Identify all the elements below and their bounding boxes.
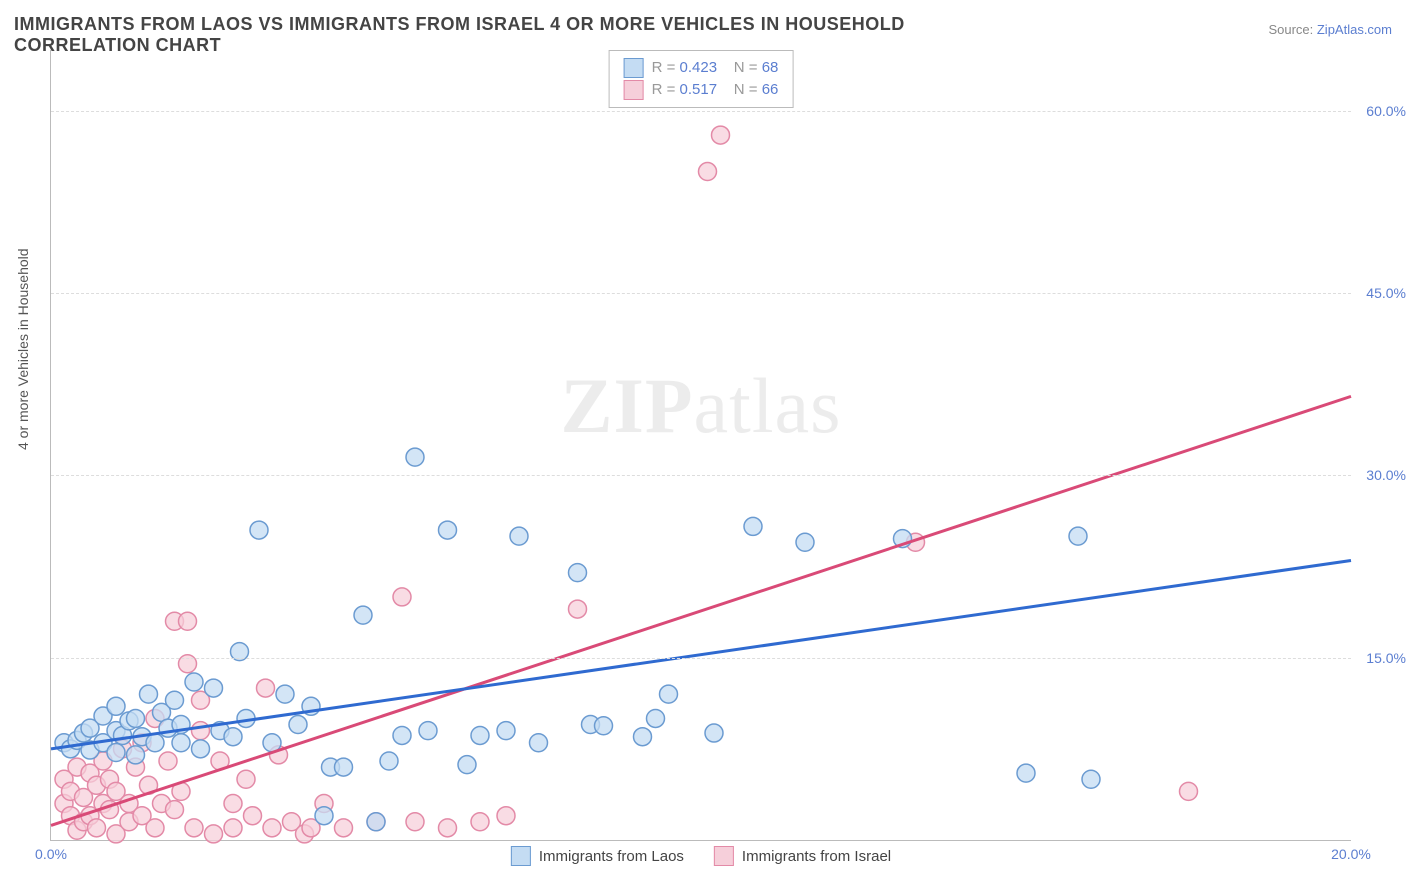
scatter-point bbox=[335, 819, 353, 837]
scatter-point bbox=[406, 448, 424, 466]
gridline bbox=[51, 475, 1351, 476]
scatter-point bbox=[439, 819, 457, 837]
scatter-point bbox=[159, 752, 177, 770]
scatter-point bbox=[796, 533, 814, 551]
legend-label-pink: Immigrants from Israel bbox=[742, 848, 891, 865]
scatter-point bbox=[354, 606, 372, 624]
scatter-point bbox=[205, 679, 223, 697]
gridline bbox=[51, 111, 1351, 112]
source-line: Source: ZipAtlas.com bbox=[1268, 22, 1392, 37]
scatter-point bbox=[276, 685, 294, 703]
scatter-point bbox=[380, 752, 398, 770]
scatter-point bbox=[419, 722, 437, 740]
scatter-point bbox=[257, 679, 275, 697]
x-tick-label: 0.0% bbox=[35, 846, 67, 862]
scatter-point bbox=[244, 807, 262, 825]
legend-series: Immigrants from Laos Immigrants from Isr… bbox=[511, 846, 891, 866]
scatter-point bbox=[744, 517, 762, 535]
scatter-point bbox=[107, 697, 125, 715]
legend-item-pink: Immigrants from Israel bbox=[714, 846, 891, 866]
scatter-point bbox=[1017, 764, 1035, 782]
scatter-point bbox=[315, 807, 333, 825]
gridline bbox=[51, 658, 1351, 659]
scatter-point bbox=[634, 728, 652, 746]
scatter-point bbox=[439, 521, 457, 539]
x-tick-label: 20.0% bbox=[1331, 846, 1371, 862]
scatter-point bbox=[1069, 527, 1087, 545]
scatter-point bbox=[471, 813, 489, 831]
scatter-point bbox=[107, 743, 125, 761]
scatter-point bbox=[367, 813, 385, 831]
legend-label-blue: Immigrants from Laos bbox=[539, 848, 684, 865]
scatter-point bbox=[192, 722, 210, 740]
scatter-point bbox=[205, 825, 223, 843]
chart-plot: ZIPatlas R = 0.423 N = 68 R = 0.517 N = … bbox=[50, 50, 1351, 841]
scatter-point bbox=[166, 691, 184, 709]
scatter-point bbox=[406, 813, 424, 831]
scatter-point bbox=[497, 722, 515, 740]
scatter-point bbox=[185, 819, 203, 837]
scatter-point bbox=[497, 807, 515, 825]
scatter-point bbox=[179, 612, 197, 630]
source-prefix: Source: bbox=[1268, 22, 1316, 37]
scatter-point bbox=[569, 600, 587, 618]
scatter-point bbox=[393, 588, 411, 606]
source-link[interactable]: ZipAtlas.com bbox=[1317, 22, 1392, 37]
chart-svg bbox=[51, 50, 1351, 840]
scatter-point bbox=[224, 795, 242, 813]
y-tick-label: 30.0% bbox=[1366, 467, 1406, 483]
scatter-point bbox=[335, 758, 353, 776]
legend-item-blue: Immigrants from Laos bbox=[511, 846, 684, 866]
scatter-point bbox=[192, 740, 210, 758]
scatter-point bbox=[237, 770, 255, 788]
scatter-point bbox=[1180, 782, 1198, 800]
scatter-point bbox=[127, 746, 145, 764]
scatter-point bbox=[712, 126, 730, 144]
legend-swatch-blue-2 bbox=[511, 846, 531, 866]
scatter-point bbox=[595, 717, 613, 735]
y-tick-label: 15.0% bbox=[1366, 650, 1406, 666]
scatter-point bbox=[127, 709, 145, 727]
scatter-point bbox=[166, 801, 184, 819]
scatter-point bbox=[146, 819, 164, 837]
scatter-point bbox=[569, 564, 587, 582]
scatter-point bbox=[699, 163, 717, 181]
legend-swatch-pink-2 bbox=[714, 846, 734, 866]
scatter-point bbox=[140, 685, 158, 703]
scatter-point bbox=[647, 709, 665, 727]
scatter-point bbox=[510, 527, 528, 545]
scatter-point bbox=[705, 724, 723, 742]
y-axis-label: 4 or more Vehicles in Household bbox=[15, 248, 31, 450]
scatter-point bbox=[224, 819, 242, 837]
regression-line bbox=[51, 396, 1351, 825]
scatter-point bbox=[1082, 770, 1100, 788]
gridline bbox=[51, 293, 1351, 294]
scatter-point bbox=[660, 685, 678, 703]
scatter-point bbox=[393, 726, 411, 744]
scatter-point bbox=[289, 716, 307, 734]
scatter-point bbox=[88, 819, 106, 837]
scatter-point bbox=[224, 728, 242, 746]
y-tick-label: 45.0% bbox=[1366, 285, 1406, 301]
scatter-point bbox=[471, 726, 489, 744]
scatter-point bbox=[263, 819, 281, 837]
scatter-point bbox=[250, 521, 268, 539]
scatter-point bbox=[530, 734, 548, 752]
scatter-point bbox=[146, 734, 164, 752]
scatter-point bbox=[458, 756, 476, 774]
y-tick-label: 60.0% bbox=[1366, 103, 1406, 119]
scatter-point bbox=[185, 673, 203, 691]
scatter-point bbox=[172, 734, 190, 752]
